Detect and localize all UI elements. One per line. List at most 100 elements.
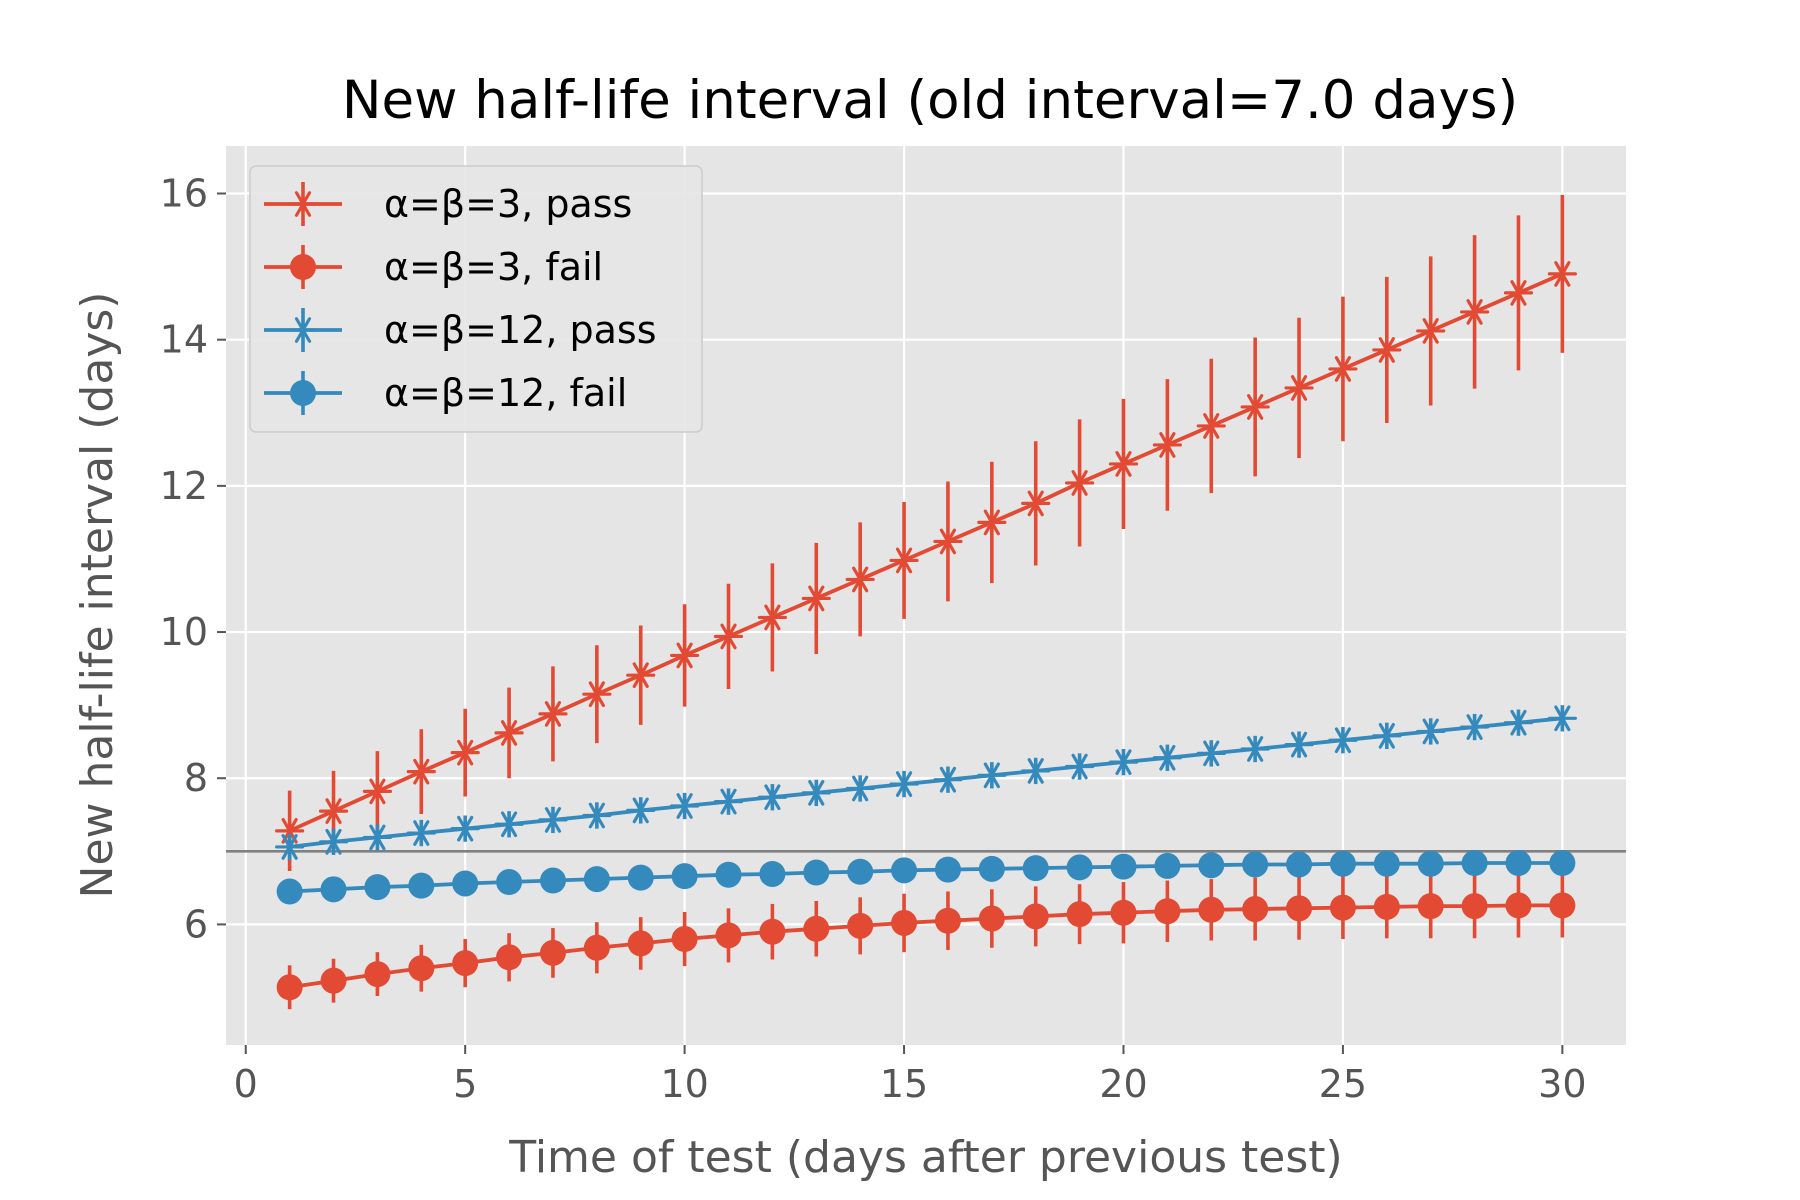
marker-stroke (720, 788, 737, 815)
data-point (275, 834, 305, 860)
marker-stroke (983, 509, 1000, 536)
marker-stroke (1422, 318, 1439, 344)
x-tick-label: 30 (1538, 1062, 1586, 1106)
series-line (288, 272, 1564, 833)
data-point (318, 828, 349, 855)
data-point (452, 870, 479, 897)
data-point (582, 802, 612, 829)
marker-stroke (1203, 413, 1220, 439)
data-point (496, 944, 523, 971)
data-point (889, 771, 919, 797)
legend-label: α=β=12, pass (384, 308, 657, 352)
legend-label: α=β=3, pass (384, 182, 632, 226)
x-tick-label: 5 (453, 1062, 477, 1106)
data-point (1416, 318, 1446, 344)
data-point (408, 872, 435, 899)
y-tick-label: 16 (160, 172, 208, 216)
data-point (1284, 731, 1314, 758)
data-point (452, 950, 479, 977)
marker-stroke (1071, 753, 1088, 780)
series-0 (275, 194, 1577, 872)
data-point (671, 863, 698, 890)
data-point (934, 856, 961, 883)
marker-stroke (1115, 749, 1132, 776)
data-point (1372, 337, 1402, 363)
legend-marker (288, 191, 318, 217)
data-point (801, 585, 831, 612)
data-point (494, 720, 524, 746)
data-point (803, 915, 830, 942)
data-point (1329, 850, 1356, 877)
data-point (670, 793, 700, 819)
marker-stroke (720, 623, 737, 650)
x-tick-label: 25 (1319, 1062, 1367, 1106)
data-point (1152, 744, 1182, 771)
data-point (626, 662, 656, 689)
data-point (1373, 850, 1400, 877)
data-point (715, 861, 742, 888)
legend-marker (288, 317, 318, 343)
data-point (977, 762, 1007, 789)
data-point (1108, 451, 1139, 477)
marker-stroke (1290, 731, 1308, 758)
data-point (583, 866, 610, 893)
series-layer (275, 194, 1577, 1010)
data-point (450, 739, 480, 766)
data-point (757, 784, 787, 811)
data-point (1240, 394, 1270, 420)
data-point (1328, 356, 1358, 382)
data-point (1549, 892, 1576, 919)
legend-entry: α=β=12, fail (264, 371, 627, 415)
marker-stroke (852, 775, 869, 802)
data-point (539, 939, 566, 966)
data-point (978, 905, 1005, 932)
marker-stroke (632, 797, 649, 824)
marker-stroke (808, 585, 825, 612)
data-point (1022, 903, 1049, 930)
data-point (1373, 893, 1400, 920)
data-point (1196, 413, 1226, 439)
data-point (539, 867, 566, 894)
data-point (1547, 261, 1577, 287)
data-point (364, 874, 391, 901)
data-point (1505, 892, 1532, 919)
series-1 (276, 873, 1576, 1010)
data-point (1110, 853, 1137, 880)
y-axis-label: New half-life interval (days) (72, 292, 123, 899)
data-point (889, 547, 919, 574)
marker-stroke (852, 566, 869, 593)
data-point (1549, 850, 1576, 877)
y-tick-label: 14 (160, 318, 208, 362)
legend: α=β=3, pass α=β=3, fail α=β=12, pass α=β=12… (249, 165, 703, 433)
data-point (1154, 898, 1181, 925)
data-point (496, 869, 523, 896)
data-point (801, 779, 831, 806)
data-point (626, 797, 656, 824)
data-point (1021, 758, 1051, 784)
data-point (1547, 705, 1577, 732)
marker-stroke (457, 739, 474, 766)
marker-stroke (676, 642, 693, 669)
data-point (538, 701, 568, 727)
marker-stroke (1203, 740, 1220, 767)
marker-stroke (500, 811, 518, 838)
legend-entry: α=β=3, fail (264, 245, 603, 289)
data-point (1066, 854, 1093, 881)
marker-stroke (676, 793, 693, 819)
data-point (1152, 432, 1182, 458)
marker-stroke (325, 828, 342, 855)
marker-stroke (939, 766, 957, 793)
marker-stroke (1027, 758, 1044, 784)
marker-stroke (1027, 490, 1044, 517)
data-point (406, 820, 436, 846)
marker-stroke (895, 771, 913, 797)
data-point (670, 642, 700, 669)
data-point (933, 766, 963, 793)
data-point (845, 566, 875, 593)
data-point (1110, 899, 1137, 926)
data-point (759, 860, 786, 887)
data-point (450, 815, 480, 842)
data-point (1196, 740, 1226, 767)
data-point (627, 930, 654, 957)
